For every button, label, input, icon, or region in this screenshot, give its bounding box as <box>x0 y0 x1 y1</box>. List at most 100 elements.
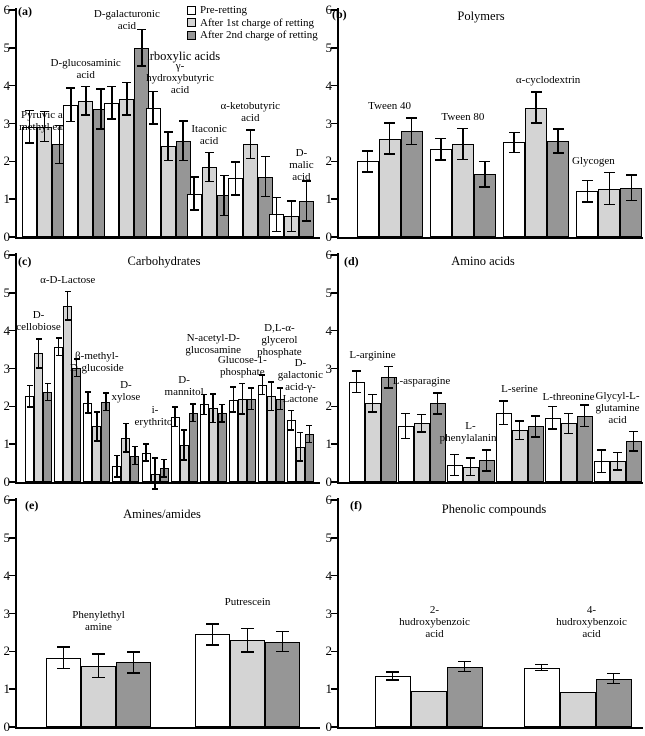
error-bar-cap-bottom <box>172 425 179 428</box>
error-bar-cap-top <box>629 430 638 432</box>
error-bar-cap-bottom <box>73 375 80 378</box>
error-bar-cap-bottom <box>163 159 173 162</box>
bar <box>503 142 526 237</box>
legend-swatch <box>187 30 196 40</box>
error-bar-cap-bottom <box>297 460 304 462</box>
error-bar <box>485 449 488 472</box>
bar <box>525 107 548 237</box>
error-bar <box>387 365 390 389</box>
error-bar-cap-top <box>210 393 217 395</box>
error-bar <box>211 623 214 646</box>
group-label: N-acetyl-D- glucosamine <box>185 332 241 357</box>
error-bar-cap-top <box>435 137 447 140</box>
error-bar-cap-top <box>613 451 622 454</box>
error-bar-cap-top <box>368 393 377 396</box>
y-tick-label: 3 <box>3 360 11 376</box>
legend-label: Pre-retting <box>200 4 248 16</box>
error-bar <box>105 392 107 412</box>
panel-letter: (b) <box>332 7 347 21</box>
error-bar <box>366 150 369 173</box>
y-tick <box>9 650 16 653</box>
error-bar-cap-top <box>580 404 589 406</box>
error-bar-cap-top <box>25 109 35 111</box>
y-tick-label: 3 <box>325 360 333 376</box>
error-bar <box>484 160 486 188</box>
bar <box>374 675 411 727</box>
error-bar-cap-bottom <box>384 153 396 155</box>
error-bar-cap-bottom <box>55 354 62 356</box>
y-tick-label: 6 <box>3 2 11 17</box>
y-tick-label: 4 <box>325 322 333 338</box>
error-bar-cap-bottom <box>230 194 240 196</box>
error-bar <box>141 28 143 67</box>
error-bar-cap-bottom <box>26 406 33 408</box>
y-tick <box>331 84 338 87</box>
error-bar-cap-top <box>122 422 129 425</box>
panel-c: 0 1 2 3 4 5 6 (c) Carbohydrates D- cellobiose α-D-… <box>0 245 323 490</box>
y-tick <box>331 612 338 615</box>
group-label: 2- hudroxybenzoic acid <box>399 603 470 640</box>
error-bar-cap-bottom <box>219 214 229 217</box>
error-bar <box>305 180 308 222</box>
error-bar-cap-top <box>457 127 469 130</box>
group-label: L- phenylalanine <box>439 420 502 445</box>
error-bar-cap-top <box>161 458 167 460</box>
error-bar-cap-bottom <box>352 391 361 394</box>
bar <box>72 367 82 482</box>
group-label: α-cyclodextrin <box>515 74 581 87</box>
legend-swatch <box>187 18 196 28</box>
error-bar <box>630 174 633 202</box>
error-bar <box>355 370 358 394</box>
error-bar-cap-top <box>189 176 199 178</box>
bar <box>595 678 632 727</box>
group-label: β-methyl- D-glucoside <box>69 350 124 375</box>
panel-title: Polymers <box>457 9 505 23</box>
error-bar-cap-bottom <box>482 470 491 472</box>
error-bar-cap-top <box>482 449 491 451</box>
error-bar <box>96 411 98 442</box>
group-label: α-ketobutyric acid <box>220 100 281 125</box>
error-bar-cap-bottom <box>55 162 65 164</box>
error-bar <box>518 420 521 441</box>
error-bar <box>410 117 413 146</box>
group-label: Glucose-1- phosphate <box>217 353 267 378</box>
error-bar <box>70 87 72 122</box>
error-bar-cap-top <box>306 424 313 426</box>
error-bar-cap-top <box>277 387 284 389</box>
error-bar-cap-bottom <box>564 432 573 434</box>
group-label: Glycogen <box>572 154 615 167</box>
error-bar-cap-bottom <box>406 143 418 146</box>
panel-title: Amines/amides <box>123 507 201 521</box>
panel-d: 0 1 2 3 4 5 6 (d) Amino acids L-arginine L-asparag… <box>322 245 645 490</box>
error-bar-cap-bottom <box>286 230 296 233</box>
group-label: Putrescein <box>224 596 271 608</box>
error-bar-cap-top <box>268 381 275 383</box>
error-bar-cap-top <box>260 155 270 158</box>
bar <box>410 691 447 727</box>
error-bar-cap-top <box>181 429 188 431</box>
y-tick <box>331 443 338 445</box>
error-bar-cap-bottom <box>603 203 615 206</box>
bar <box>265 641 300 727</box>
y-tick <box>9 329 16 332</box>
group-label: D-glucosaminic acid <box>50 56 121 81</box>
error-bar-cap-bottom <box>35 367 42 369</box>
group-label: 4- hudroxybenzoic acid <box>556 603 627 640</box>
error-bar-cap-bottom <box>613 469 622 471</box>
y-tick-label: 6 <box>325 2 333 17</box>
error-bar <box>37 338 40 369</box>
group-label: Tween 40 <box>368 100 412 113</box>
error-bar-cap-top <box>531 415 540 417</box>
error-bar <box>583 404 586 428</box>
error-bar-cap-top <box>92 653 105 655</box>
group-label: Phenylethyl amine <box>72 609 125 634</box>
error-bar-cap-top <box>384 365 393 368</box>
y-tick <box>9 198 16 200</box>
panel-f: 0 1 2 3 4 5 6 (f) Phenolic compounds 2- hudroxybe… <box>322 490 645 736</box>
error-bar-cap-top <box>607 672 620 675</box>
error-bar-cap-bottom <box>93 440 100 442</box>
error-bar-cap-bottom <box>629 450 638 452</box>
bar <box>78 100 94 237</box>
error-bar <box>111 85 113 120</box>
error-bar <box>174 406 176 428</box>
